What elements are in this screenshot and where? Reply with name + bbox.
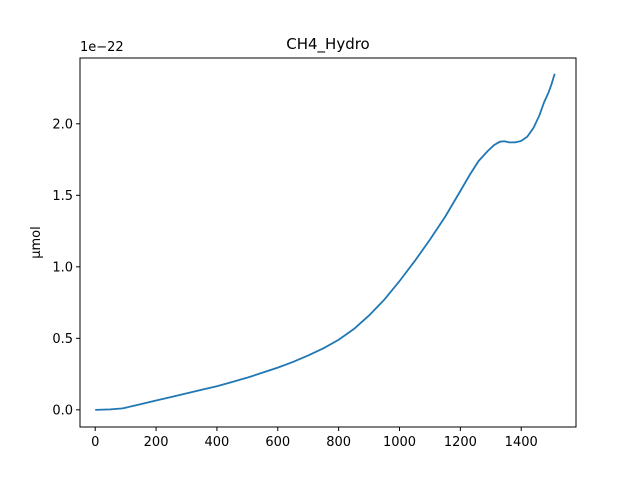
x-tick-label: 800 — [326, 435, 351, 450]
y-axis: 0.0 0.5 1.0 1.5 2.0 — [52, 117, 80, 418]
y-axis-label: µmol — [29, 226, 44, 259]
y-tick-label: 0.0 — [52, 403, 73, 418]
chart-title: CH4_Hydro — [286, 35, 370, 54]
x-tick-label: 200 — [144, 435, 169, 450]
x-tick-label: 600 — [265, 435, 290, 450]
plot-area — [95, 73, 556, 411]
y-tick-label: 1.0 — [52, 260, 73, 275]
y-tick-label: 0.5 — [52, 332, 73, 347]
series-line-0 — [95, 73, 556, 411]
x-tick-label: 1200 — [444, 435, 477, 450]
x-tick-label: 1000 — [383, 435, 416, 450]
y-offset-label: 1e−22 — [80, 40, 124, 55]
x-tick-label: 400 — [205, 435, 230, 450]
x-axis: 0 200 400 600 800 1000 1200 1400 — [91, 427, 538, 450]
x-tick-label: 1400 — [505, 435, 538, 450]
axes-frame — [79, 57, 577, 428]
x-tick-label: 0 — [91, 435, 99, 450]
y-tick-label: 2.0 — [52, 117, 73, 132]
y-tick-label: 1.5 — [52, 189, 73, 204]
